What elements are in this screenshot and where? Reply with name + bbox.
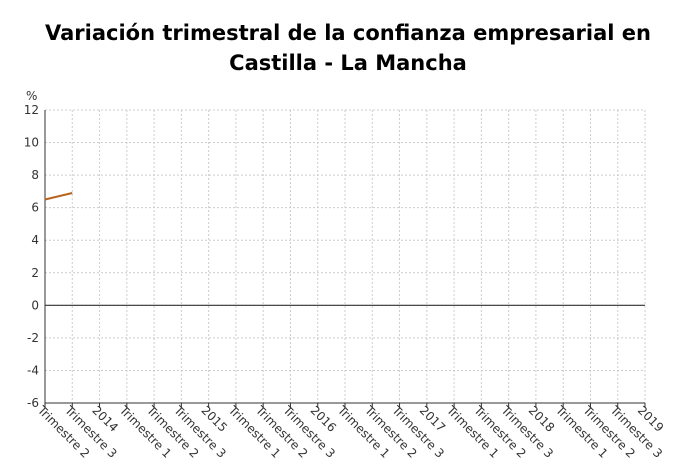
y-axis-label: % [26, 89, 37, 103]
y-tick-label: 6 [31, 201, 39, 215]
line [44, 192, 73, 201]
y-tick-label: 0 [31, 298, 39, 312]
y-tick-label: -6 [27, 396, 39, 410]
y-tick-label: 8 [31, 168, 39, 182]
y-tick-label: 10 [24, 136, 39, 150]
y-tick-label: 4 [31, 233, 39, 247]
y-tick-label: -2 [27, 331, 39, 345]
y-tick-label: -4 [27, 363, 39, 377]
y-tick-label: 2 [31, 266, 39, 280]
chart-title: Variación trimestral de la confianza emp… [45, 21, 651, 75]
y-tick-label: 12 [24, 103, 39, 117]
